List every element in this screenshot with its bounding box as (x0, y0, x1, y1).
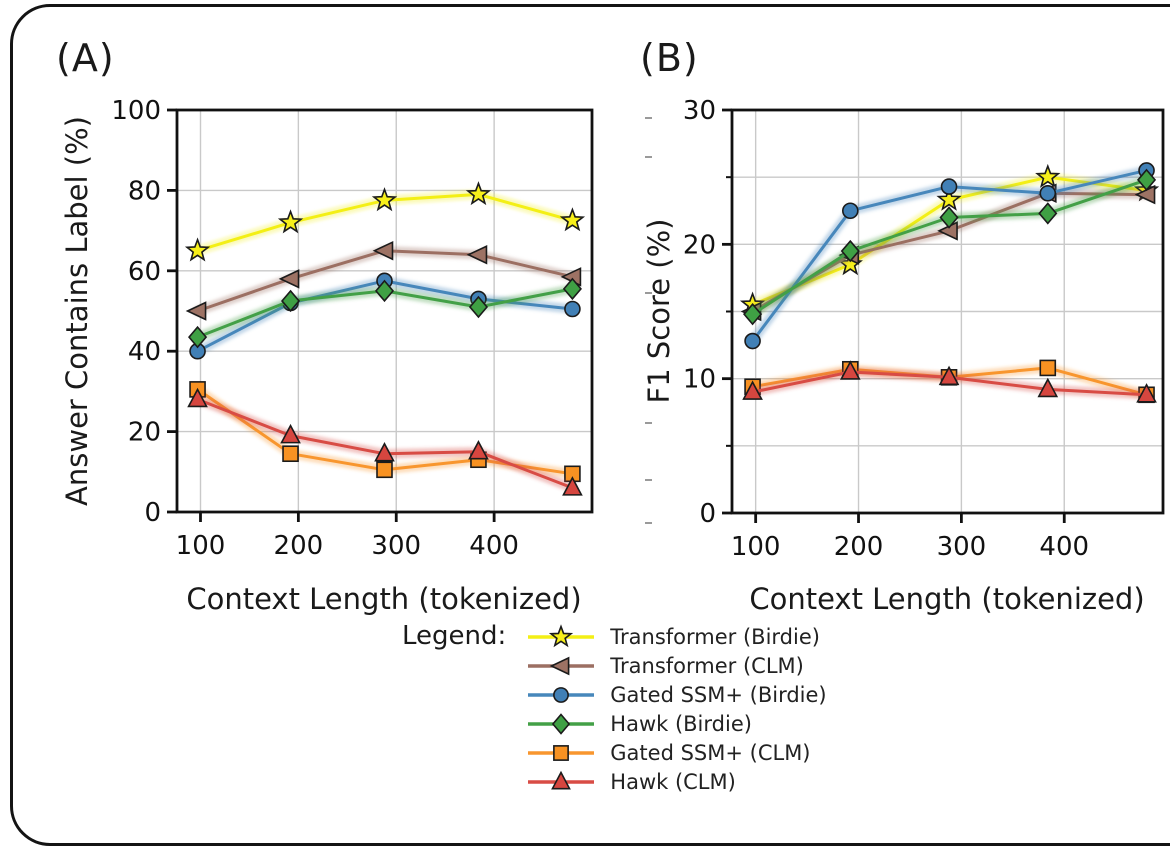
series-hawk-clm (187, 387, 583, 496)
series-hawk-birdie (743, 168, 1157, 326)
transformer-birdie-marker-icon (528, 623, 595, 647)
series-hawk-clm (742, 360, 1157, 403)
y-tick-label: 100 (111, 96, 161, 126)
y-tick-label: 0 (699, 499, 716, 529)
chart-b-plot: 100 200 300 400 0 10 20 30 (683, 96, 1165, 562)
y-tick-label: 20 (683, 230, 716, 260)
series-hawk-birdie (188, 277, 582, 349)
chart-a-plot: 100 200 300 400 0 20 40 60 80 100 (111, 96, 594, 561)
y-tick-label: 30 (683, 96, 716, 126)
plot-spines (175, 108, 594, 514)
series-gated-ssm-birdie (744, 162, 1155, 350)
x-tick-label: 300 (371, 531, 421, 561)
x-tick-label: 200 (834, 532, 884, 562)
legend-item-hawk-clm: Hawk (CLM) (522, 767, 826, 796)
y-tick-label: 20 (128, 418, 161, 448)
panel-b-title: (B) (640, 36, 699, 80)
transformer-clm-marker-icon (528, 656, 595, 675)
y-tick-label: 80 (128, 176, 161, 206)
x-tick-label: 100 (731, 532, 781, 562)
legend-item-transformer-clm: Transformer (CLM) (522, 651, 826, 680)
panel-a-title: (A) (56, 36, 115, 80)
series-transformer-clm (185, 240, 582, 321)
x-tick-label: 200 (274, 531, 324, 561)
legend-title: Legend: (402, 621, 507, 651)
hawk-birdie-marker-icon (528, 712, 595, 735)
x-tick-label: 400 (1039, 532, 1089, 562)
y-tick-label: 10 (683, 365, 716, 395)
legend-item-label: Hawk (CLM) (610, 769, 736, 794)
legend-item-transformer-birdie: Transformer (Birdie) (522, 622, 826, 651)
legend-item-label: Gated SSM+ (Birdie) (610, 682, 827, 707)
hawk-clm-marker-icon (528, 770, 595, 789)
y-tick-label: 0 (144, 498, 161, 528)
legend-item-label: Transformer (Birdie) (610, 624, 820, 649)
legend-item-gated-ssm-birdie: Gated SSM+ (Birdie) (522, 680, 827, 709)
y-tick-label: 40 (128, 337, 161, 367)
legend-item-label: Hawk (Birdie) (610, 711, 752, 736)
legend-items: Transformer (Birdie) Transformer (CLM) Gat… (522, 622, 827, 796)
legend-item-label: Transformer (CLM) (610, 653, 804, 678)
chart-b-y-axis-label: F1 Score (%) (642, 218, 676, 404)
chart-a-x-axis-label: Context Length (tokenized) (186, 582, 582, 616)
gated-ssm-clm-marker-icon (528, 744, 595, 761)
x-tick-label: 400 (469, 531, 519, 561)
legend-item-gated-ssm-clm: Gated SSM+ (CLM) (522, 738, 826, 767)
legend-item-hawk-birdie: Hawk (Birdie) (522, 709, 826, 738)
x-tick-label: 100 (176, 531, 226, 561)
x-tick-label: 300 (937, 532, 987, 562)
chart-b-x-axis-label: Context Length (tokenized) (749, 582, 1145, 616)
series-transformer-birdie (184, 181, 586, 262)
legend: Legend: Transformer (Birdie) Transformer … (402, 622, 827, 796)
gated-ssm-birdie-marker-icon (528, 686, 595, 703)
legend-item-label: Gated SSM+ (CLM) (610, 740, 811, 765)
chart-a-y-axis-label: Answer Contains Label (%) (60, 116, 94, 506)
y-tick-label: 60 (128, 257, 161, 287)
